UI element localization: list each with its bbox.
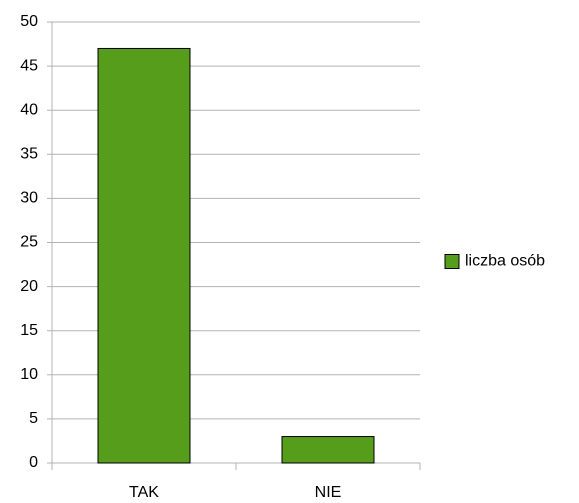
- legend-swatch: [444, 254, 460, 269]
- y-tick-label: 5: [29, 410, 38, 427]
- x-tick-label: NIE: [315, 484, 342, 501]
- y-tick-label: 30: [20, 190, 38, 207]
- y-tick-label: 0: [29, 454, 38, 471]
- y-tick-label: 25: [20, 234, 38, 251]
- y-tick-label: 20: [20, 278, 38, 295]
- bar: [281, 436, 375, 464]
- x-tick-label: TAK: [129, 484, 159, 501]
- y-tick-label: 40: [20, 101, 38, 118]
- y-tick-label: 10: [20, 366, 38, 383]
- y-tick-label: 45: [20, 57, 38, 74]
- y-tick-label: 35: [20, 146, 38, 163]
- legend-label: liczba osób: [465, 253, 545, 270]
- y-tick-label: 50: [20, 13, 38, 30]
- y-tick-label: 15: [20, 322, 38, 339]
- bar: [97, 47, 191, 464]
